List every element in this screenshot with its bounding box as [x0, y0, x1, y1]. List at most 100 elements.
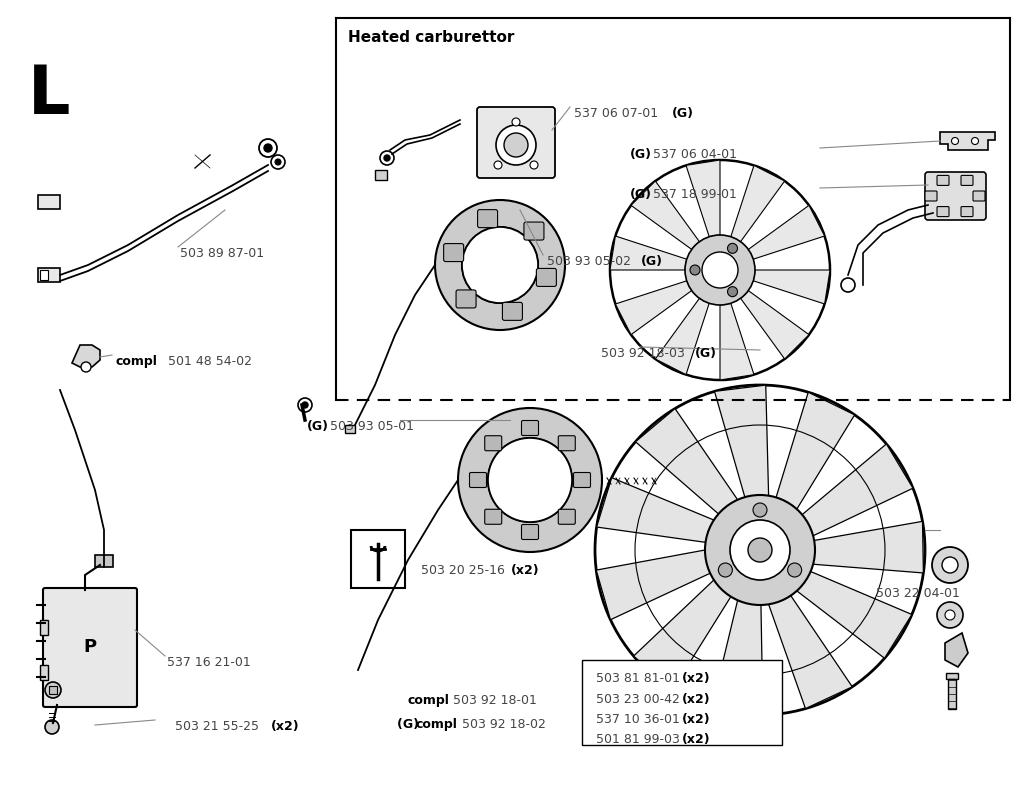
Circle shape	[685, 235, 755, 305]
Circle shape	[942, 557, 958, 573]
Polygon shape	[769, 596, 852, 708]
Polygon shape	[712, 600, 763, 715]
Circle shape	[787, 563, 802, 577]
Text: compl: compl	[407, 694, 449, 707]
Circle shape	[380, 151, 394, 165]
Polygon shape	[776, 392, 855, 509]
Text: (x2): (x2)	[271, 720, 300, 733]
Text: compl: compl	[116, 355, 158, 368]
Text: 503 81 81-01: 503 81 81-01	[596, 672, 684, 685]
Text: 501 81 99-03: 501 81 99-03	[596, 733, 684, 746]
Text: 503 23 00-42: 503 23 00-42	[596, 693, 684, 706]
Circle shape	[972, 137, 979, 145]
Text: (G): (G)	[630, 188, 652, 201]
Circle shape	[302, 402, 308, 408]
Circle shape	[719, 563, 732, 577]
Polygon shape	[715, 385, 769, 497]
Bar	[40, 620, 48, 635]
FancyBboxPatch shape	[524, 222, 544, 240]
Polygon shape	[797, 572, 912, 658]
Text: (x2): (x2)	[682, 733, 711, 746]
Circle shape	[298, 398, 312, 412]
Bar	[40, 665, 48, 680]
Polygon shape	[636, 409, 737, 514]
FancyBboxPatch shape	[558, 509, 575, 524]
FancyBboxPatch shape	[925, 191, 937, 201]
Bar	[582, 660, 782, 745]
Circle shape	[259, 139, 278, 157]
Circle shape	[595, 385, 925, 715]
Circle shape	[271, 155, 285, 169]
Polygon shape	[720, 303, 754, 380]
FancyBboxPatch shape	[43, 588, 137, 707]
Text: (x2): (x2)	[682, 693, 711, 706]
Polygon shape	[610, 236, 687, 270]
Circle shape	[730, 520, 790, 580]
Text: 537 06 07-01: 537 06 07-01	[574, 107, 663, 120]
Circle shape	[462, 227, 538, 303]
Text: 503 92 18-02: 503 92 18-02	[458, 718, 546, 731]
Polygon shape	[634, 580, 731, 690]
Text: 503 92 18-01: 503 92 18-01	[449, 694, 537, 707]
Bar	[95, 555, 113, 567]
Polygon shape	[802, 444, 913, 536]
Polygon shape	[597, 478, 714, 542]
FancyBboxPatch shape	[973, 191, 985, 201]
Text: 503 22 04-01: 503 22 04-01	[876, 587, 959, 600]
FancyBboxPatch shape	[456, 290, 476, 308]
Text: 503 92 18-03: 503 92 18-03	[601, 347, 689, 360]
FancyBboxPatch shape	[521, 525, 539, 539]
Polygon shape	[655, 299, 710, 375]
Polygon shape	[631, 181, 699, 249]
Circle shape	[496, 125, 536, 165]
Bar	[345, 425, 355, 433]
Bar	[375, 170, 387, 180]
FancyBboxPatch shape	[558, 436, 575, 451]
Text: 537 06 04-01: 537 06 04-01	[649, 148, 737, 161]
Circle shape	[530, 161, 538, 169]
Circle shape	[264, 144, 272, 152]
Bar	[351, 530, 406, 588]
FancyBboxPatch shape	[469, 472, 486, 488]
Polygon shape	[72, 345, 100, 367]
Text: (G): (G)	[307, 420, 329, 433]
Text: L: L	[28, 62, 71, 128]
Circle shape	[275, 159, 281, 165]
Bar	[38, 268, 60, 282]
Circle shape	[945, 610, 955, 620]
Bar	[38, 195, 60, 209]
FancyBboxPatch shape	[484, 509, 502, 524]
FancyBboxPatch shape	[477, 107, 555, 178]
Circle shape	[488, 438, 572, 522]
Text: 503 93 05-01: 503 93 05-01	[326, 420, 414, 433]
Bar	[948, 679, 956, 709]
Circle shape	[81, 362, 91, 372]
Text: 503 89 87-01: 503 89 87-01	[180, 247, 264, 260]
Polygon shape	[749, 206, 824, 259]
Text: (x2): (x2)	[682, 713, 711, 726]
Text: 501 48 54-02: 501 48 54-02	[168, 355, 252, 368]
Circle shape	[45, 682, 61, 698]
Bar	[40, 270, 48, 280]
Polygon shape	[596, 550, 711, 620]
Polygon shape	[754, 270, 830, 304]
Circle shape	[748, 538, 772, 562]
FancyBboxPatch shape	[961, 206, 973, 217]
Circle shape	[727, 243, 737, 253]
Polygon shape	[686, 160, 720, 237]
Bar	[49, 686, 57, 694]
Text: (G): (G)	[695, 347, 717, 360]
FancyBboxPatch shape	[443, 244, 464, 261]
Circle shape	[512, 118, 520, 126]
Wedge shape	[458, 408, 602, 552]
Circle shape	[727, 287, 737, 297]
Circle shape	[610, 160, 830, 380]
FancyBboxPatch shape	[961, 175, 973, 186]
Text: (G): (G)	[641, 255, 663, 268]
Circle shape	[504, 133, 528, 157]
Circle shape	[705, 495, 815, 605]
Circle shape	[690, 265, 700, 275]
Text: (G): (G)	[672, 107, 694, 120]
Text: Heated carburettor: Heated carburettor	[348, 30, 514, 45]
Polygon shape	[945, 633, 968, 667]
